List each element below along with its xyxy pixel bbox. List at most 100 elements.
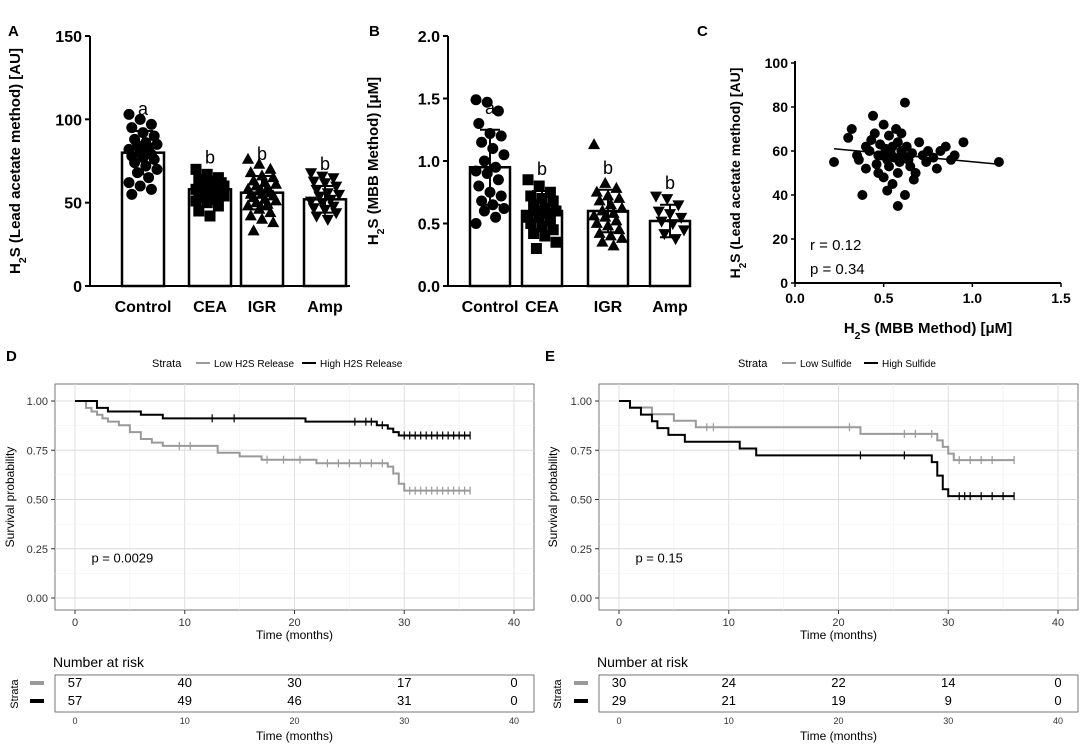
data-point bbox=[539, 230, 551, 242]
panel-letter-d: D bbox=[6, 348, 17, 365]
risk-count: 40 bbox=[178, 675, 192, 690]
data-point bbox=[530, 243, 542, 254]
data-point bbox=[490, 161, 502, 173]
data-point bbox=[148, 130, 160, 142]
data-point bbox=[615, 201, 629, 213]
data-point bbox=[470, 94, 482, 106]
scatter-point bbox=[931, 163, 942, 174]
risk-count: 29 bbox=[612, 693, 626, 708]
data-point bbox=[547, 195, 559, 207]
risk-x-tick-label: 0 bbox=[616, 716, 621, 726]
category-label: Amp bbox=[307, 299, 343, 316]
legend-label: High Sulfide bbox=[882, 359, 936, 370]
x-tick-label: 0.5 bbox=[874, 290, 894, 306]
scatter-point bbox=[892, 201, 903, 211]
data-point bbox=[241, 199, 255, 211]
x-tick-label: 1.0 bbox=[963, 290, 983, 306]
scatter-point bbox=[843, 132, 854, 143]
data-point bbox=[318, 178, 332, 190]
data-point bbox=[316, 171, 329, 183]
survival-curve bbox=[619, 400, 1015, 498]
data-point bbox=[255, 212, 269, 224]
data-point bbox=[498, 149, 510, 161]
category-label: IGR bbox=[248, 299, 277, 316]
data-point bbox=[123, 108, 135, 120]
data-point bbox=[607, 239, 620, 251]
data-point bbox=[131, 167, 143, 179]
y-tick-label: 100 bbox=[55, 112, 82, 129]
data-point bbox=[610, 214, 623, 226]
scatter-point bbox=[883, 161, 894, 172]
x-tick-label: 0 bbox=[72, 617, 78, 629]
data-point bbox=[212, 200, 224, 212]
data-point bbox=[253, 202, 266, 214]
y-axis-title: Survival probability bbox=[546, 447, 560, 548]
correlation-r: r = 0.12 bbox=[810, 237, 861, 254]
data-point bbox=[201, 197, 213, 209]
survival-curve bbox=[619, 400, 1015, 462]
data-point bbox=[134, 113, 146, 125]
data-point bbox=[481, 168, 493, 179]
risk-count: 30 bbox=[287, 675, 301, 690]
data-point bbox=[492, 174, 504, 186]
data-point bbox=[134, 180, 146, 192]
data-point bbox=[587, 138, 601, 150]
scatter-point bbox=[846, 124, 857, 134]
data-point bbox=[478, 205, 490, 217]
risk-x-axis-title: Time (months) bbox=[256, 729, 333, 743]
risk-x-tick-label: 40 bbox=[1053, 716, 1063, 726]
scatter-point bbox=[940, 141, 951, 152]
data-point bbox=[307, 176, 320, 188]
data-point bbox=[218, 180, 230, 192]
scatter-point bbox=[958, 137, 969, 148]
x-tick-label: 0 bbox=[616, 617, 622, 629]
data-point bbox=[304, 196, 318, 208]
data-point bbox=[476, 136, 488, 148]
scatter-point bbox=[878, 172, 889, 183]
data-point bbox=[470, 218, 482, 229]
legend-title: Strata bbox=[738, 358, 768, 370]
risk-strata-label: Strata bbox=[552, 678, 564, 708]
y-tick-label: 0.25 bbox=[571, 544, 592, 556]
significance-letter: b bbox=[320, 154, 330, 174]
data-point bbox=[304, 168, 318, 180]
data-point bbox=[544, 215, 556, 227]
significance-letter: b bbox=[537, 159, 547, 179]
data-point bbox=[151, 163, 163, 175]
x-axis-title: H2S (MBB Method) [μM] bbox=[844, 320, 1012, 342]
data-point bbox=[193, 205, 205, 217]
risk-count: 0 bbox=[1054, 693, 1061, 708]
x-tick-label: 10 bbox=[723, 617, 735, 629]
data-point bbox=[661, 194, 674, 206]
y-tick-label: 80 bbox=[772, 99, 788, 115]
significance-letter: a bbox=[485, 98, 496, 118]
p-value: p = 0.15 bbox=[635, 551, 682, 566]
data-point bbox=[324, 194, 337, 206]
y-axis-title: Survival probability bbox=[3, 447, 17, 548]
data-point bbox=[330, 181, 343, 193]
x-tick-label: 20 bbox=[832, 617, 844, 629]
data-point bbox=[525, 190, 537, 202]
scatter-point bbox=[883, 130, 894, 141]
significance-letter: b bbox=[665, 173, 675, 193]
data-point bbox=[550, 205, 562, 217]
risk-count: 0 bbox=[1054, 675, 1061, 690]
y-tick-label: 1.0 bbox=[418, 154, 440, 171]
scatter-point bbox=[860, 163, 871, 174]
scatter-point bbox=[857, 190, 868, 200]
scatter-point bbox=[908, 174, 919, 185]
scatter-point bbox=[864, 146, 875, 156]
risk-table-title: Number at risk bbox=[597, 654, 689, 670]
y-tick-label: 60 bbox=[772, 143, 788, 159]
y-tick-label: 0 bbox=[73, 279, 82, 296]
data-point bbox=[151, 138, 163, 150]
regression-line bbox=[833, 148, 1000, 165]
data-point bbox=[473, 180, 485, 192]
risk-x-tick-label: 30 bbox=[399, 716, 409, 726]
data-point bbox=[649, 191, 663, 203]
significance-letter: b bbox=[257, 144, 267, 164]
risk-count: 24 bbox=[722, 675, 736, 690]
data-point bbox=[599, 176, 612, 188]
y-tick-label: 0.00 bbox=[571, 593, 592, 605]
